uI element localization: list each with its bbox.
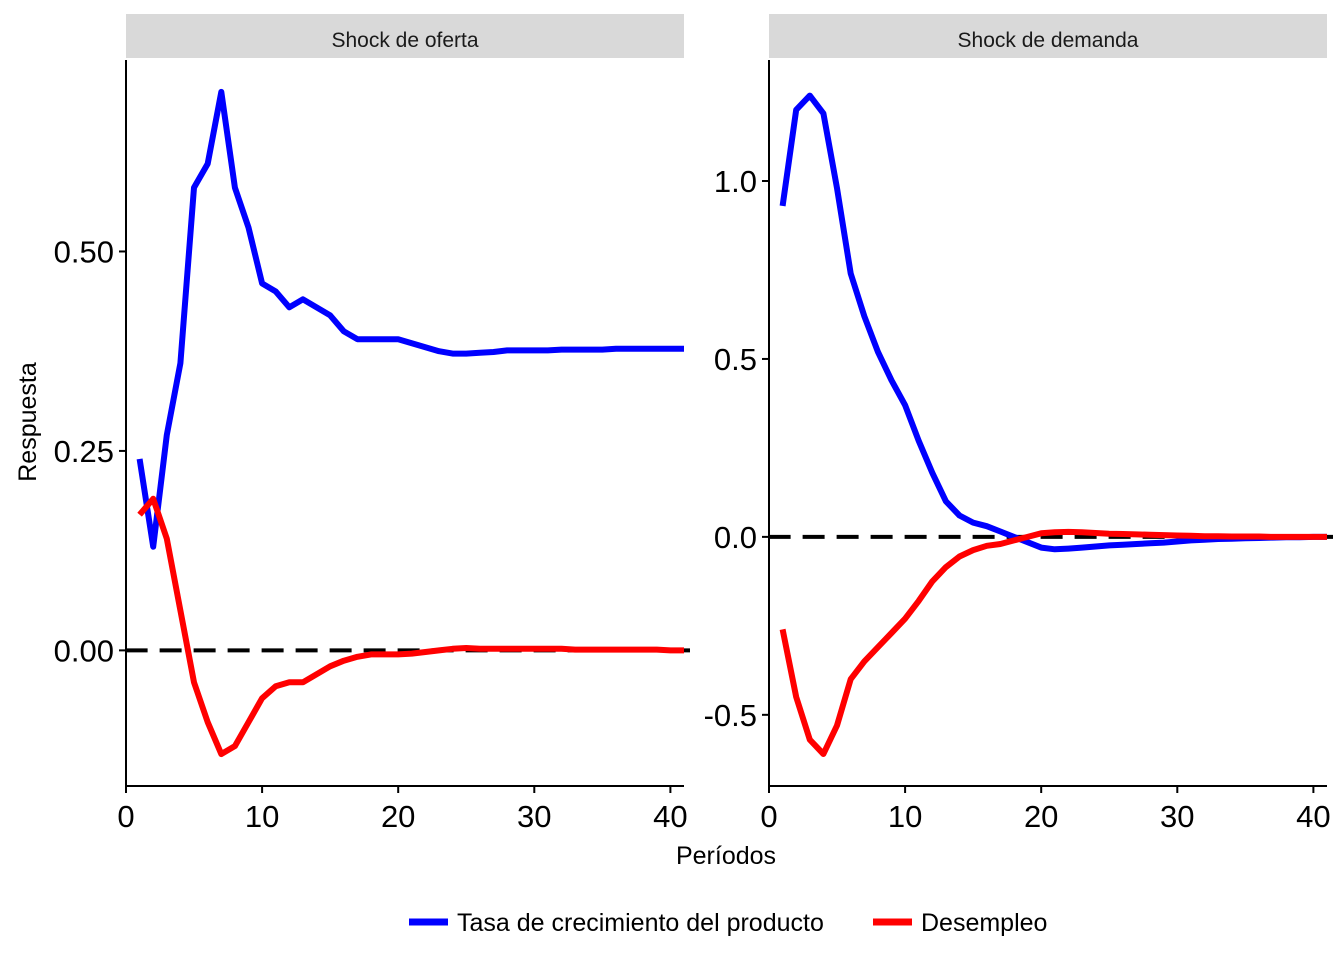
series-line-growth [136,88,684,550]
y-tick-label: 0.25 [54,434,114,469]
panel-title-demand: Shock de demanda [958,29,1139,52]
x-ticks-demand: 0 10 20 30 40 [760,786,1331,834]
x-tick-label: 20 [1024,799,1058,834]
series-line-growth [779,92,1327,553]
x-tick-label: 10 [888,799,922,834]
legend: Tasa de crecimiento del producto Desempl… [409,909,1047,937]
legend-label-unemployment: Desempleo [921,909,1047,937]
series-group-supply [136,88,684,758]
x-tick-label: 0 [117,799,134,834]
x-tick-label: 20 [381,799,415,834]
legend-label-growth: Tasa de crecimiento del producto [457,909,824,937]
y-tick-label: 0.5 [714,342,757,377]
y-ticks-demand: -0.5 0.0 0.5 1.0 [704,164,769,733]
x-tick-label: 0 [760,799,777,834]
y-tick-label: 0.00 [54,633,114,668]
y-tick-label: 0.0 [714,520,757,555]
y-tick-label: 0.50 [54,234,114,269]
panel-strip-supply [126,14,684,58]
x-tick-label: 40 [653,799,687,834]
x-axis-title: Períodos [676,842,776,870]
y-tick-label: -0.5 [704,698,757,733]
x-tick-label: 40 [1296,799,1330,834]
series-group-demand [779,92,1327,757]
panel-strip-demand [769,14,1327,58]
y-axis-title: Respuesta [14,362,42,482]
x-tick-label: 10 [245,799,279,834]
x-ticks-supply: 0 10 20 30 40 [117,786,688,834]
panel-supply-shock: Shock de oferta 0 10 20 30 40 0.00 0.25 0.50 [54,14,690,834]
series-line-unemployment [137,495,684,758]
series-line-unemployment [779,528,1327,757]
x-tick-label: 30 [1160,799,1194,834]
y-tick-label: 1.0 [714,164,757,199]
y-ticks-supply: 0.00 0.25 0.50 [54,234,126,668]
x-tick-label: 30 [517,799,551,834]
panel-demand-shock: Shock de demanda 0 10 20 30 40 -0.5 0.0 0.5 1.0 [704,14,1333,834]
panel-title-supply: Shock de oferta [331,29,478,52]
